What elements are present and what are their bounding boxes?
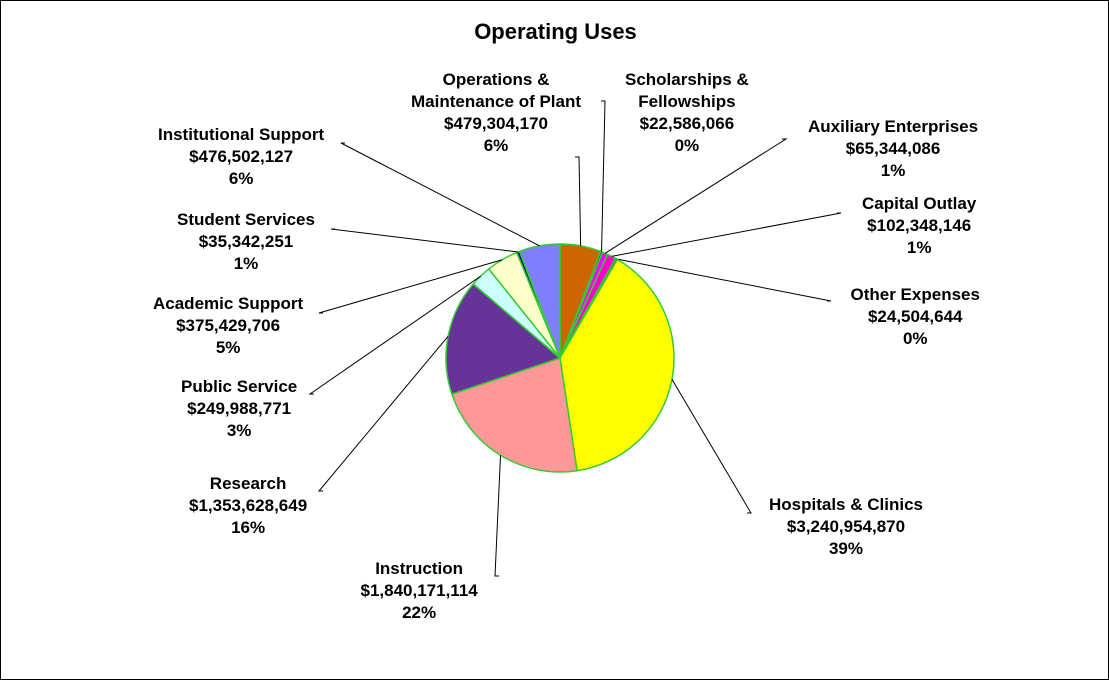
slice-label: Research $1,353,628,649 16% bbox=[189, 473, 307, 539]
slice-value: $249,988,771 bbox=[187, 399, 292, 418]
slice-name: Student Services bbox=[177, 210, 315, 229]
slice-value: $1,840,171,114 bbox=[360, 581, 478, 600]
leader-line bbox=[601, 100, 606, 252]
slice-name: Public Service bbox=[181, 377, 298, 396]
slice-name: Research bbox=[209, 474, 287, 493]
slice-name: Scholarships & bbox=[625, 70, 749, 89]
slice-percent: 3% bbox=[226, 421, 252, 440]
leader-line bbox=[318, 259, 503, 314]
slice-percent: 6% bbox=[483, 136, 509, 155]
slice-value: $3,240,954,870 bbox=[786, 517, 906, 536]
leader-line bbox=[575, 156, 582, 246]
pie-slice-instruction bbox=[450, 357, 578, 473]
slice-percent: 1% bbox=[906, 238, 932, 257]
chart-title: Operating Uses bbox=[474, 19, 637, 44]
slice-name: Maintenance of Plant bbox=[411, 92, 582, 111]
slice-value: $22,586,066 bbox=[639, 114, 735, 133]
pie-slice-hospitals-clinics bbox=[559, 258, 675, 472]
slice-value: $479,304,170 bbox=[444, 114, 549, 133]
slice-name: Academic Support bbox=[153, 294, 304, 313]
slice-label: Other Expenses $24,504,644 0% bbox=[851, 284, 980, 350]
slice-percent: 22% bbox=[402, 603, 437, 622]
slice-label: Operations & Maintenance of Plant $479,304… bbox=[411, 69, 581, 157]
pie-slice-research bbox=[445, 282, 562, 396]
slice-name: Capital Outlay bbox=[862, 194, 977, 213]
pie-slice-institutional-support bbox=[518, 243, 561, 359]
leader-line bbox=[494, 455, 502, 577]
leader-line bbox=[604, 138, 788, 254]
slice-label: Auxiliary Enterprises $65,344,086 1% bbox=[808, 116, 978, 182]
slice-name: Institutional Support bbox=[158, 125, 325, 144]
slice-name: Other Expenses bbox=[850, 285, 980, 304]
slice-name: Auxiliary Enterprises bbox=[808, 117, 979, 136]
slice-percent: 1% bbox=[233, 254, 259, 273]
slice-name: Hospitals & Clinics bbox=[769, 495, 923, 514]
slice-label: Academic Support $375,429,706 5% bbox=[153, 293, 303, 359]
leader-line bbox=[317, 335, 449, 492]
leader-line bbox=[616, 258, 832, 302]
slice-label: Student Services $35,342,251 1% bbox=[177, 209, 315, 275]
slice-percent: 1% bbox=[880, 161, 906, 180]
leader-line bbox=[308, 275, 481, 395]
slice-name: Instruction bbox=[375, 559, 464, 578]
leader-line bbox=[611, 212, 842, 257]
slice-value: $476,502,127 bbox=[189, 147, 294, 166]
slice-percent: 0% bbox=[902, 329, 928, 348]
leader-line bbox=[330, 228, 519, 253]
slice-value: $102,348,146 bbox=[867, 216, 972, 235]
slice-label: Hospitals & Clinics $3,240,954,870 39% bbox=[769, 494, 923, 560]
slice-label: Public Service $249,988,771 3% bbox=[181, 376, 297, 442]
slice-value: $1,353,628,649 bbox=[189, 496, 308, 515]
slice-value: $24,504,644 bbox=[867, 307, 963, 326]
slice-label: Scholarships & Fellowships $22,586,066 0% bbox=[625, 69, 749, 157]
slice-value: $375,429,706 bbox=[176, 316, 281, 335]
leader-line bbox=[671, 379, 752, 514]
slice-name: Operations & bbox=[442, 70, 550, 89]
slice-value: $65,344,086 bbox=[845, 139, 941, 158]
slice-label: Institutional Support $476,502,127 6% bbox=[158, 124, 324, 190]
slice-percent: 16% bbox=[231, 518, 266, 537]
leader-line bbox=[340, 142, 540, 247]
slice-label: Capital Outlay $102,348,146 1% bbox=[862, 193, 976, 259]
slice-percent: 39% bbox=[828, 539, 863, 558]
slice-percent: 6% bbox=[228, 169, 254, 188]
slice-percent: 5% bbox=[215, 338, 241, 357]
slice-percent: 0% bbox=[674, 136, 700, 155]
slice-name: Fellowships bbox=[638, 92, 736, 111]
slice-value: $35,342,251 bbox=[198, 232, 294, 251]
slice-label: Instruction $1,840,171,114 22% bbox=[361, 558, 478, 624]
